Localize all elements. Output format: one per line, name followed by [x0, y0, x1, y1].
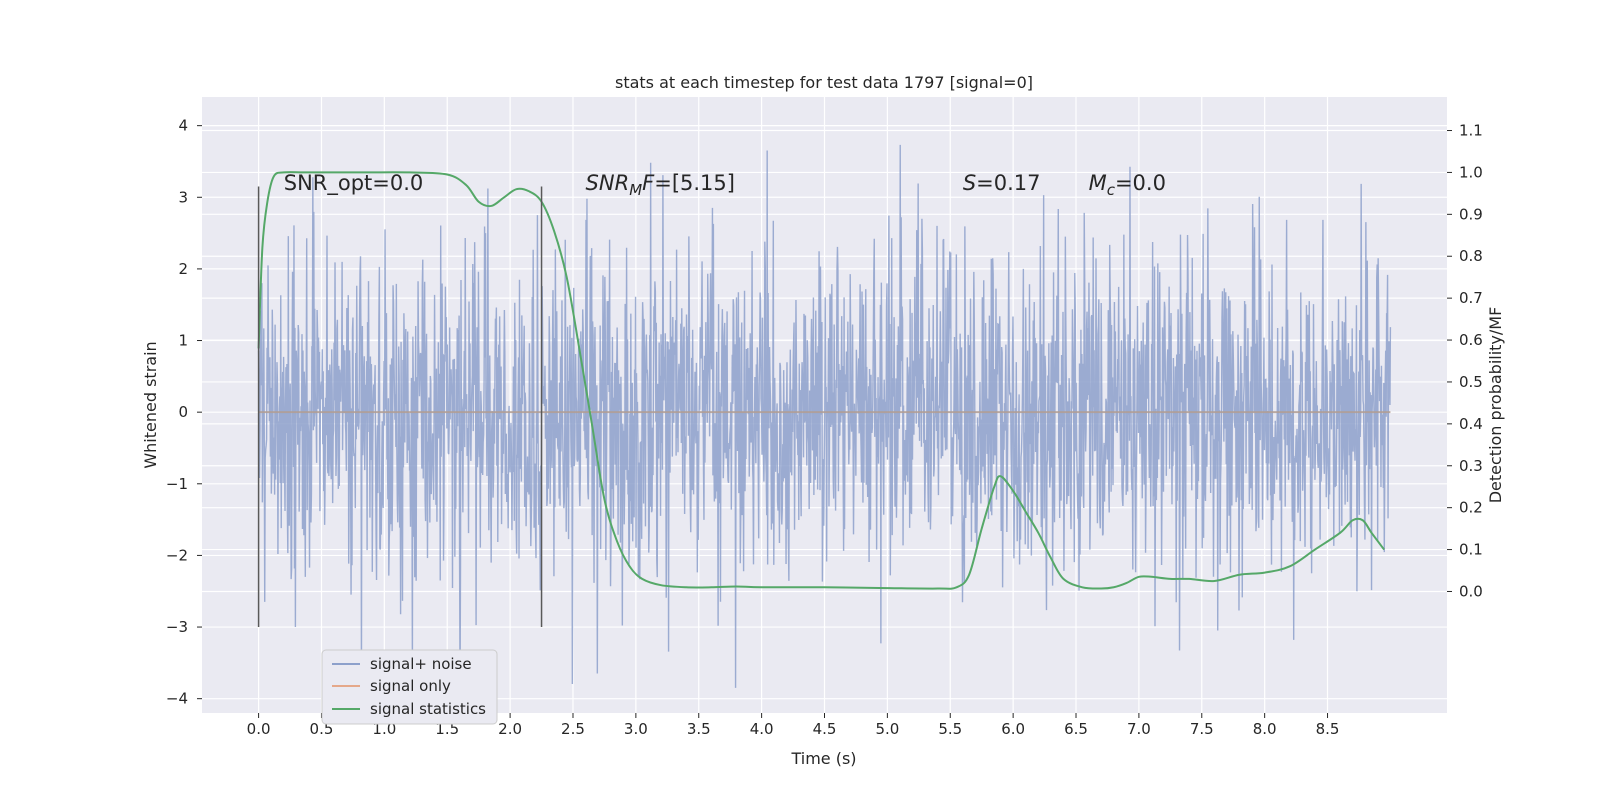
x-tick-label: 2.0 [498, 720, 522, 738]
annotation-part: =0.0 [1115, 171, 1166, 195]
x-tick-label: 0.0 [247, 720, 271, 738]
annotation-part: F [642, 171, 655, 195]
annotation-part: c [1107, 181, 1116, 199]
y-axis-label: Whitened strain [141, 341, 160, 468]
x-tick-label: 8.5 [1316, 720, 1340, 738]
x-tick-label: 6.0 [1001, 720, 1025, 738]
x-tick-label: 7.0 [1127, 720, 1151, 738]
vertical-markers [257, 186, 543, 628]
annotation-part: M [629, 181, 642, 199]
y-tick-label: 2 [178, 260, 188, 278]
x-tick-label: 4.5 [813, 720, 837, 738]
legend-label-signal-only: signal only [370, 677, 451, 695]
x-tick-label: 7.5 [1190, 720, 1214, 738]
y-right-tick-label: 0.5 [1459, 373, 1483, 391]
annotations: SNR_opt=0.0 SNRMF=[5.15] S=0.17 Mc=0.0 [284, 171, 1166, 199]
y-tick-label: −1 [166, 475, 188, 493]
legend-label-signal-noise: signal+ noise [370, 655, 472, 673]
legend: signal+ noise signal only signal statist… [321, 649, 498, 725]
y-tick-label: 1 [178, 332, 188, 350]
y-tick-label: 4 [178, 117, 188, 135]
y-tick-label: 0 [178, 403, 188, 421]
x-tick-label: 3.0 [624, 720, 648, 738]
y-right-tick-label: 1.1 [1459, 122, 1483, 140]
y-axis-right-label: Detection probability/MF [1486, 307, 1505, 504]
annotation-part: SNR [586, 171, 630, 195]
annotation-stat-s: S=0.17 [963, 171, 1041, 195]
x-tick-label: 2.5 [561, 720, 585, 738]
y-right-tick-label: 0.7 [1459, 289, 1483, 307]
x-tick-label: 4.0 [750, 720, 774, 738]
y-right-tick-label: 0.6 [1459, 331, 1483, 349]
annotation-part: =0.17 [976, 171, 1040, 195]
y-tick-label: −2 [166, 546, 188, 564]
axis-ticks: 0.0 0.5 1.0 1.5 2.0 2.5 3.0 3.5 4.0 4.5 5.0 5.5 6.0 6… [166, 117, 1483, 738]
y-right-tick-label: 0.0 [1459, 582, 1483, 600]
x-tick-label: 6.5 [1064, 720, 1088, 738]
annotation-snr-opt: SNR_opt=0.0 [284, 171, 424, 196]
x-tick-label: 5.0 [875, 720, 899, 738]
x-tick-label: 3.5 [687, 720, 711, 738]
legend-box [321, 649, 498, 725]
series-signal-noise [257, 144, 1392, 688]
noise-series [257, 144, 1392, 688]
annotation-snr-mf: SNRMF=[5.15] [586, 171, 735, 199]
y-right-tick-label: 0.4 [1459, 415, 1483, 433]
series-signal-statistics [257, 171, 1385, 590]
y-tick-label: −3 [166, 618, 188, 636]
y-right-tick-label: 0.1 [1459, 541, 1483, 559]
y-tick-label: −4 [166, 690, 188, 708]
x-axis-label: Time (s) [790, 749, 856, 768]
y-right-tick-label: 0.9 [1459, 205, 1483, 223]
x-tick-label: 5.5 [938, 720, 962, 738]
chart-title: stats at each timestep for test data 179… [615, 73, 1033, 92]
annotation-part: SNR_opt=0.0 [284, 171, 424, 196]
y-tick-label: 3 [178, 188, 188, 206]
annotation-part: M [1089, 171, 1107, 195]
legend-label-signal-statistics: signal statistics [370, 700, 486, 718]
y-right-tick-label: 0.2 [1459, 499, 1483, 517]
x-tick-label: 8.0 [1253, 720, 1277, 738]
annotation-part: =[5.15] [654, 171, 735, 195]
y-right-tick-label: 0.8 [1459, 247, 1483, 265]
line-series [257, 171, 1391, 590]
annotation-stat-mc: Mc=0.0 [1089, 171, 1166, 199]
y-right-tick-label: 1.0 [1459, 163, 1483, 181]
y-right-tick-label: 0.3 [1459, 457, 1483, 475]
annotation-part: S [963, 171, 976, 195]
